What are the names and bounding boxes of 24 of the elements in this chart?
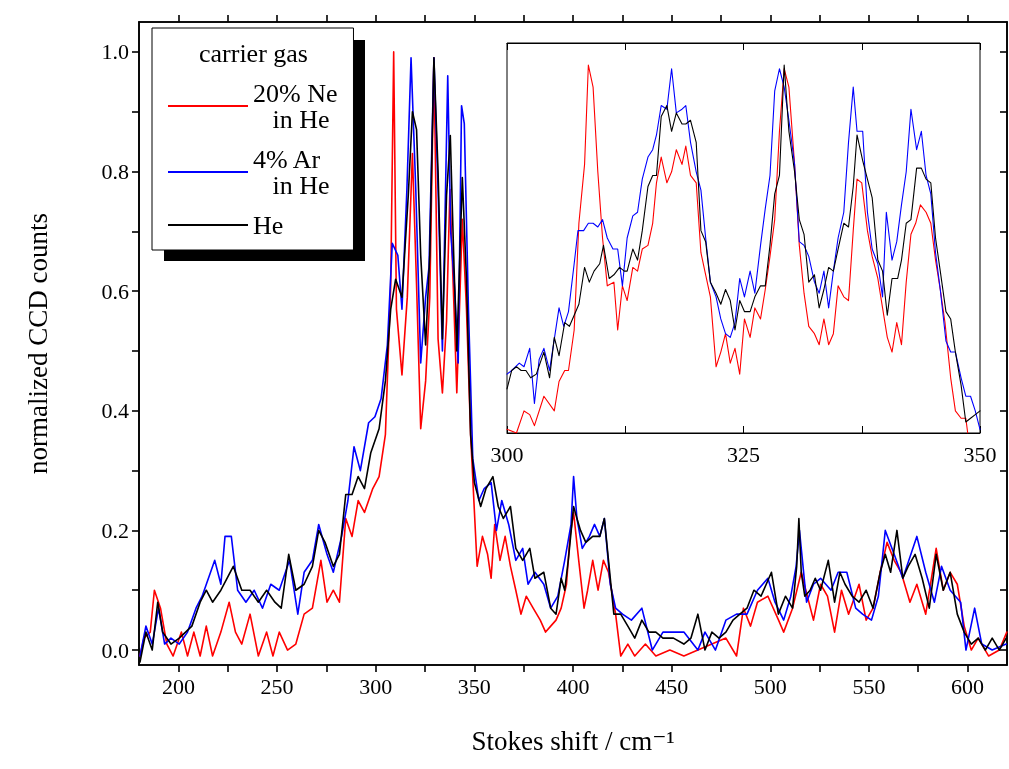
x-tick-label: 600: [951, 673, 985, 699]
y-tick-label: 0.6: [101, 278, 129, 304]
x-tick-label: 500: [753, 673, 787, 699]
legend-label: 20% Ne in He: [253, 78, 338, 134]
x-tick-label: 325: [727, 441, 760, 467]
x-axis-title: Stokes shift / cm⁻¹: [471, 725, 675, 756]
y-tick-label: 0.8: [101, 159, 129, 185]
y-tick-label: 0.2: [101, 517, 129, 543]
x-tick-label: 250: [260, 673, 294, 699]
y-tick-label: 0.0: [101, 637, 129, 663]
x-tick-label: 350: [963, 441, 997, 467]
x-tick-label: 450: [655, 673, 689, 699]
y-tick-label: 0.4: [101, 398, 129, 424]
legend-label: He: [253, 210, 284, 240]
x-tick-label: 400: [556, 673, 590, 699]
y-axis-title: normalized CCD counts: [22, 213, 53, 474]
x-tick-label: 350: [457, 673, 491, 699]
x-tick-label: 550: [852, 673, 886, 699]
x-tick-label: 300: [359, 673, 393, 699]
legend-label: 4% Ar in He: [253, 144, 330, 200]
x-tick-label: 300: [490, 441, 524, 467]
legend-title: carrier gas: [199, 38, 308, 68]
y-tick-label: 1.0: [101, 39, 129, 65]
x-tick-label: 200: [161, 673, 195, 699]
